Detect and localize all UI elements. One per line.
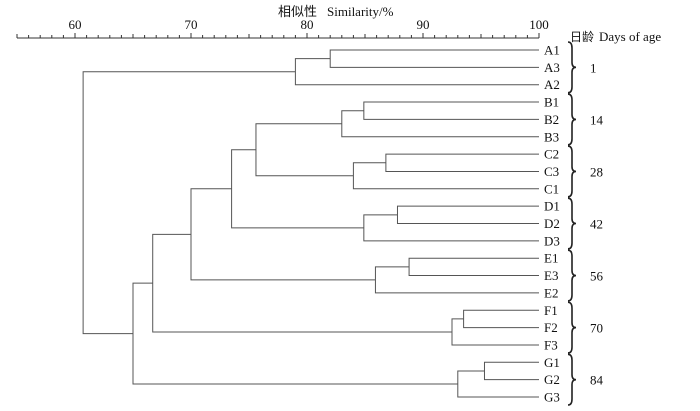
tick-label: 100 bbox=[529, 17, 549, 32]
leaf-label: F1 bbox=[544, 303, 558, 318]
cluster-branch bbox=[483, 361, 539, 381]
cluster-branch bbox=[82, 71, 296, 335]
leaf-label: A1 bbox=[544, 43, 560, 58]
cluster-branch bbox=[294, 58, 539, 86]
cluster-branch bbox=[363, 101, 539, 120]
age-header-english: Days of age bbox=[599, 29, 661, 44]
axis-title-chinese: 相似性 bbox=[278, 5, 317, 20]
age-groups: 1 14 28 42 56 70 84 bbox=[567, 41, 604, 406]
cluster-branch bbox=[255, 123, 354, 177]
tree-branches bbox=[82, 49, 539, 398]
group-brace bbox=[567, 197, 577, 250]
leaf-label: D2 bbox=[544, 216, 560, 231]
age-group-label: 28 bbox=[590, 164, 603, 179]
cluster-branch bbox=[363, 214, 539, 242]
leaf-label: D3 bbox=[544, 233, 560, 248]
tick-label: 60 bbox=[69, 17, 82, 32]
cluster-branch bbox=[352, 162, 539, 190]
group-brace bbox=[567, 145, 577, 198]
tick-label: 80 bbox=[301, 17, 314, 32]
group-brace bbox=[567, 249, 577, 302]
age-group-label: 56 bbox=[590, 269, 604, 284]
age-group-label: 1 bbox=[590, 60, 597, 75]
cluster-branch bbox=[408, 257, 539, 277]
leaf-label: G2 bbox=[544, 372, 560, 387]
leaf-label: A3 bbox=[544, 60, 560, 75]
age-group-label: 70 bbox=[590, 321, 603, 336]
group-brace bbox=[567, 93, 577, 146]
age-header-chinese: 日龄 bbox=[570, 30, 594, 44]
cluster-branch bbox=[457, 370, 539, 398]
cluster-branch bbox=[396, 205, 539, 224]
cluster-branch bbox=[451, 318, 539, 346]
leaf-label: B3 bbox=[544, 129, 559, 144]
leaf-label: C2 bbox=[544, 147, 559, 162]
leaf-label: C3 bbox=[544, 164, 559, 179]
tick-label: 70 bbox=[185, 17, 198, 32]
leaf-label: F2 bbox=[544, 320, 558, 335]
cluster-branch bbox=[341, 110, 539, 138]
cluster-branch bbox=[463, 309, 539, 329]
leaf-label: E2 bbox=[544, 285, 558, 300]
cluster-branch bbox=[329, 49, 539, 68]
cluster-branch bbox=[132, 282, 458, 385]
leaf-label: G1 bbox=[544, 355, 560, 370]
leaf-label: A2 bbox=[544, 77, 560, 92]
age-group-label: 14 bbox=[590, 112, 604, 127]
leaf-label: C1 bbox=[544, 181, 559, 196]
leaf-label: B1 bbox=[544, 95, 559, 110]
leaf-label: B2 bbox=[544, 112, 559, 127]
age-group-label: 84 bbox=[590, 373, 604, 388]
leaf-label: E3 bbox=[544, 268, 558, 283]
cluster-branch bbox=[385, 153, 539, 172]
group-brace bbox=[567, 41, 577, 94]
group-brace bbox=[567, 353, 577, 406]
leaf-label: F3 bbox=[544, 337, 558, 352]
cluster-branch bbox=[231, 149, 364, 229]
cluster-branch bbox=[190, 188, 376, 281]
axis-title-english: Similarity/% bbox=[327, 4, 394, 19]
age-group-label: 42 bbox=[590, 217, 603, 232]
tick-label: 90 bbox=[417, 17, 430, 32]
similarity-axis: 60 70 80 90 100 bbox=[16, 17, 549, 39]
cluster-branch bbox=[374, 266, 539, 294]
leaf-labels: A1 A3 A2 B1 B2 B3 C2 C3 C1 D1 D2 D3 E1 E3 E2 F1 F2 F3 G1 G2… bbox=[544, 43, 560, 405]
leaf-label: E1 bbox=[544, 251, 558, 266]
group-brace bbox=[567, 301, 577, 354]
leaf-label: G3 bbox=[544, 390, 560, 405]
cluster-branch bbox=[152, 233, 452, 333]
leaf-label: D1 bbox=[544, 199, 560, 214]
